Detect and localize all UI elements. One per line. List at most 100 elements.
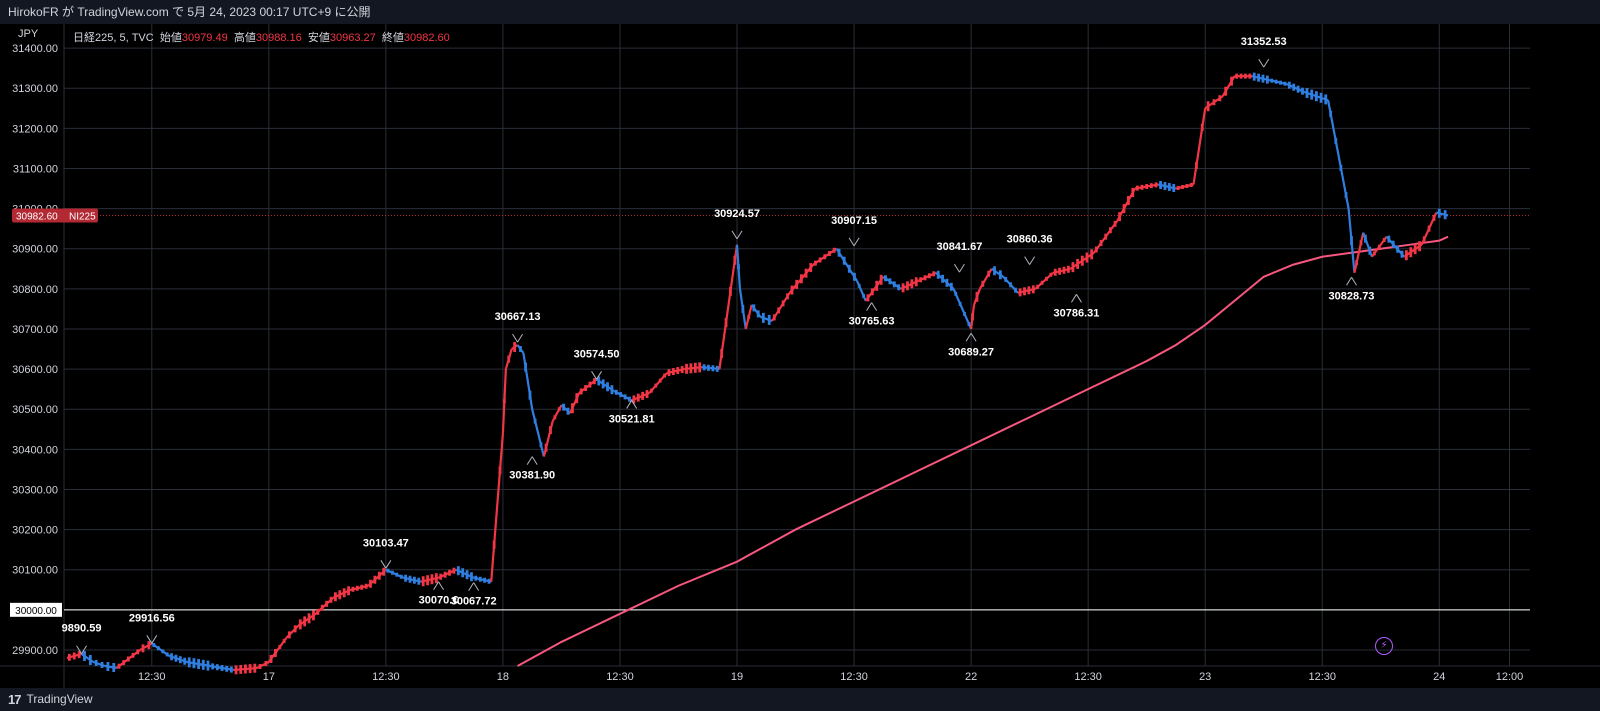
candle: [1049, 272, 1053, 277]
candle: [386, 568, 390, 573]
candle: [932, 271, 936, 277]
candle: [799, 274, 803, 284]
candle: [1071, 262, 1075, 273]
candle: [619, 392, 623, 398]
moving-average-line: [517, 235, 1449, 667]
x-tick-label: 12:30: [1308, 671, 1336, 683]
candle: [1090, 249, 1094, 260]
candle: [1364, 234, 1367, 243]
annotation-pointer: [591, 371, 597, 380]
candle: [847, 264, 851, 273]
y-tick-label: 30900.00: [12, 244, 58, 256]
candle: [165, 652, 169, 657]
candle: [752, 304, 756, 312]
candle: [772, 314, 776, 321]
candle: [1230, 76, 1233, 86]
candle: [67, 653, 71, 661]
candle: [680, 366, 684, 374]
candle: [998, 270, 1002, 280]
candle: [443, 571, 447, 578]
candle: [1145, 184, 1149, 190]
candle: [737, 264, 740, 270]
candle: [131, 652, 135, 658]
candle: [1185, 184, 1189, 189]
candle: [1094, 246, 1098, 253]
candle: [636, 393, 640, 402]
candle: [94, 659, 98, 666]
y-tick-label: 31200.00: [12, 123, 58, 135]
candle: [1287, 81, 1291, 89]
candle: [910, 279, 914, 289]
price-chart[interactable]: 29900.00 30000.00 30100.00 30200.00 30300.00…: [0, 24, 1600, 688]
candle: [601, 379, 605, 389]
annotation-pointer: [146, 635, 153, 644]
candle: [448, 569, 451, 576]
candle: [1305, 88, 1309, 99]
candle: [312, 610, 315, 621]
annotation-pointer: [81, 645, 87, 654]
candle: [1167, 183, 1171, 192]
y-tick-label: 30300.00: [12, 484, 58, 496]
candle: [355, 585, 359, 591]
candle: [658, 378, 662, 383]
annotation-label: 31352.53: [1241, 36, 1287, 48]
candle: [1181, 185, 1184, 190]
candle: [298, 619, 302, 630]
candle: [293, 625, 297, 633]
candle: [1244, 73, 1247, 79]
candle: [1058, 267, 1062, 275]
candle: [1085, 252, 1089, 263]
chart-area[interactable]: 29900.00 30000.00 30100.00 30200.00 30300.00…: [0, 24, 1600, 688]
annotation-pointer: [1029, 256, 1036, 265]
candle: [483, 577, 487, 583]
candle: [528, 390, 532, 400]
candle: [671, 368, 675, 376]
candle: [338, 590, 342, 600]
candle: [689, 363, 693, 374]
candle: [828, 251, 831, 257]
candle: [971, 313, 974, 321]
candle: [553, 415, 557, 420]
candle: [1009, 282, 1013, 288]
annotation-label: 30924.57: [714, 208, 760, 220]
candle: [1040, 280, 1044, 285]
annotation-pointer: [1024, 256, 1031, 265]
candle: [837, 248, 841, 257]
candle: [1422, 236, 1426, 243]
candle: [382, 567, 386, 576]
candle: [1149, 183, 1153, 189]
price-tag-symbol: NI225: [69, 212, 96, 223]
annotation-label: 30765.63: [849, 316, 895, 328]
lightning-icon[interactable]: ⚡: [1375, 637, 1393, 655]
candle: [914, 277, 918, 287]
level-line-tag-label: 30000.00: [15, 606, 57, 617]
price-segment: [1353, 232, 1365, 274]
candle: [584, 385, 587, 392]
candle: [391, 570, 394, 575]
candle: [1413, 244, 1417, 255]
annotation-pointer: [1351, 277, 1357, 286]
candle: [1218, 95, 1222, 102]
candle: [987, 270, 991, 277]
candle: [1344, 192, 1348, 199]
tradingview-brand[interactable]: 17 TradingView: [8, 688, 93, 711]
candle: [1279, 80, 1282, 85]
candle: [470, 572, 473, 582]
candle: [888, 278, 892, 285]
candle: [1382, 238, 1386, 243]
candle: [1189, 183, 1193, 188]
candle: [1235, 73, 1239, 79]
candle: [1239, 73, 1243, 79]
candle: [1391, 240, 1395, 248]
annotation-label: 30786.31: [1054, 307, 1100, 319]
candle: [1373, 251, 1376, 256]
candle: [941, 274, 944, 283]
annotation-pointer: [853, 237, 860, 247]
candle: [767, 314, 771, 325]
candle: [549, 426, 552, 435]
candle: [1350, 236, 1353, 246]
annotation-label: 30841.67: [936, 241, 982, 253]
candle: [106, 662, 110, 672]
candle: [364, 583, 368, 589]
x-tick-label: 24: [1433, 671, 1445, 683]
